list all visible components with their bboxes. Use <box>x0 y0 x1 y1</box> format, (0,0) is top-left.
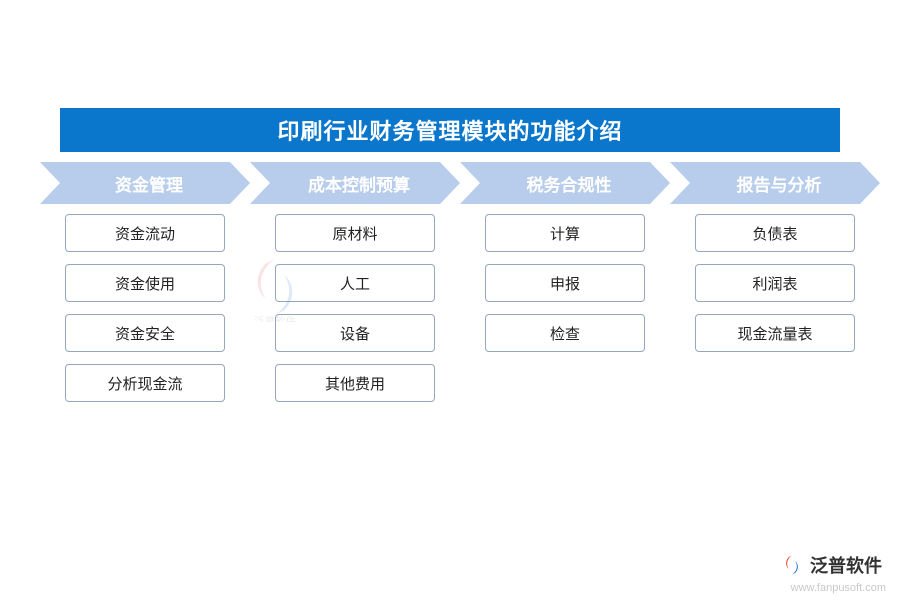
feature-item: 设备 <box>275 314 435 352</box>
title-bar: 印刷行业财务管理模块的功能介绍 <box>60 108 840 152</box>
category-label: 资金管理 <box>40 162 250 204</box>
column: 原材料 人工 设备 其他费用 <box>250 214 460 402</box>
category-arrow: 资金管理 <box>40 162 250 204</box>
feature-item: 检查 <box>485 314 645 352</box>
feature-item: 资金流动 <box>65 214 225 252</box>
feature-item: 资金安全 <box>65 314 225 352</box>
category-arrow: 税务合规性 <box>460 162 670 204</box>
feature-item: 资金使用 <box>65 264 225 302</box>
category-label: 成本控制预算 <box>250 162 460 204</box>
feature-item: 利润表 <box>695 264 855 302</box>
feature-item: 分析现金流 <box>65 364 225 402</box>
category-arrow-row: 资金管理 成本控制预算 税务合规性 报告与分析 <box>40 162 880 204</box>
category-arrow: 报告与分析 <box>670 162 880 204</box>
brand-logo-icon <box>780 553 804 577</box>
feature-item: 其他费用 <box>275 364 435 402</box>
brand-name: 泛普软件 <box>810 552 882 578</box>
feature-item: 计算 <box>485 214 645 252</box>
brand-url: www.fanpusoft.com <box>791 582 886 594</box>
feature-item: 现金流量表 <box>695 314 855 352</box>
title-text: 印刷行业财务管理模块的功能介绍 <box>277 114 622 146</box>
column: 资金流动 资金使用 资金安全 分析现金流 <box>40 214 250 402</box>
feature-item: 人工 <box>275 264 435 302</box>
category-label: 报告与分析 <box>670 162 880 204</box>
category-arrow: 成本控制预算 <box>250 162 460 204</box>
feature-item: 申报 <box>485 264 645 302</box>
brand-logo: 泛普软件 <box>780 552 882 578</box>
category-label: 税务合规性 <box>460 162 670 204</box>
feature-item: 负债表 <box>695 214 855 252</box>
column: 负债表 利润表 现金流量表 <box>670 214 880 402</box>
column: 计算 申报 检查 <box>460 214 670 402</box>
columns-container: 资金流动 资金使用 资金安全 分析现金流 原材料 人工 设备 其他费用 计算 申… <box>40 214 880 402</box>
feature-item: 原材料 <box>275 214 435 252</box>
